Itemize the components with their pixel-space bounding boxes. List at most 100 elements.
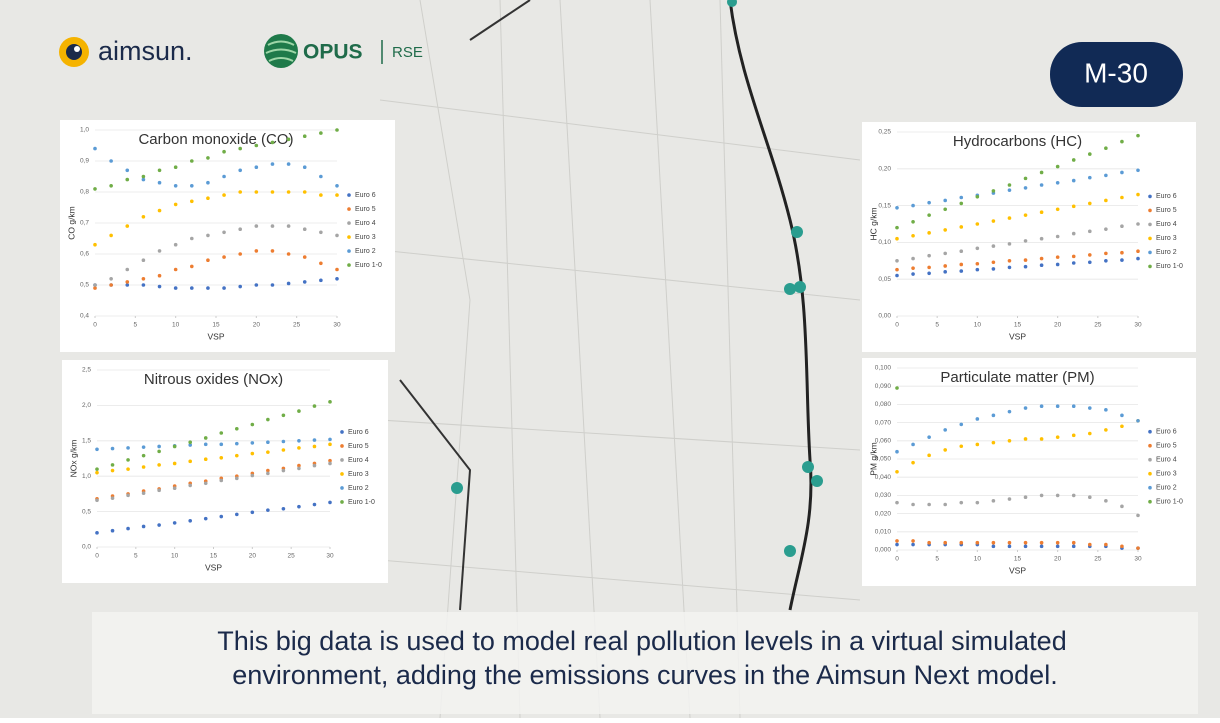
data-point — [312, 438, 317, 442]
data-point — [125, 280, 130, 284]
data-point — [238, 190, 242, 194]
data-point — [943, 270, 947, 274]
data-point — [219, 455, 224, 460]
data-point — [1039, 236, 1044, 241]
data-point — [95, 470, 99, 475]
data-point — [157, 284, 162, 289]
y-tick-label: 0,080 — [875, 401, 892, 408]
chart-panel: 0,4 0,5 0,6 0,7 0,8 0,9 1,0 0 5 10 15 20 25 30 Carbon … — [60, 120, 395, 352]
data-point — [235, 426, 239, 431]
data-point — [911, 219, 915, 224]
data-point — [254, 190, 259, 194]
opus-logo: OPUS RSE — [264, 34, 423, 68]
data-point — [959, 201, 964, 206]
data-point — [254, 283, 259, 287]
data-point — [1007, 183, 1012, 187]
data-point — [1136, 168, 1140, 173]
data-point — [157, 249, 162, 253]
data-point — [975, 500, 980, 505]
data-point — [959, 225, 964, 229]
panel-background — [862, 358, 1196, 586]
data-point — [203, 436, 208, 440]
data-point — [110, 446, 115, 451]
x-tick-label: 30 — [1134, 322, 1142, 329]
data-point — [1104, 428, 1108, 432]
data-point — [1071, 178, 1076, 183]
data-point — [991, 499, 996, 503]
x-tick-label: 5 — [935, 322, 939, 329]
data-point — [1039, 263, 1044, 268]
data-point — [1104, 259, 1108, 263]
data-point — [1039, 540, 1044, 545]
data-point — [157, 449, 161, 454]
legend-swatch — [340, 486, 344, 490]
data-point — [1104, 251, 1108, 256]
data-point — [109, 277, 113, 281]
data-point — [219, 442, 224, 447]
data-point — [1023, 264, 1028, 269]
data-point — [203, 481, 208, 486]
y-tick-label: 0,25 — [878, 129, 891, 136]
data-point — [125, 177, 130, 182]
y-tick-label: 0,05 — [878, 276, 891, 283]
y-axis-label: PM g/km — [868, 442, 878, 476]
data-point — [335, 184, 339, 188]
data-point — [943, 251, 947, 256]
data-point — [126, 526, 130, 531]
data-point — [927, 253, 931, 258]
data-point — [203, 457, 208, 462]
data-point — [1023, 544, 1028, 549]
data-point — [1055, 207, 1060, 212]
data-point — [95, 498, 99, 503]
x-tick-label: 0 — [895, 556, 899, 563]
data-point — [911, 272, 915, 276]
chart-panel: 0,00 0,05 0,10 0,15 0,20 0,25 0 5 10 15 20 25 30 Hydr… — [862, 122, 1196, 352]
legend-swatch — [1148, 457, 1152, 462]
data-point — [173, 165, 178, 169]
data-point — [911, 256, 915, 261]
data-point — [219, 514, 224, 519]
y-tick-label: 0,070 — [875, 419, 892, 426]
data-point — [141, 524, 146, 529]
data-point — [1055, 435, 1060, 439]
data-point — [125, 168, 130, 173]
legend-swatch — [340, 458, 344, 462]
data-point — [975, 222, 980, 226]
data-point — [238, 146, 242, 151]
x-tick-label: 30 — [333, 322, 341, 329]
data-point — [328, 437, 332, 442]
data-point — [1088, 201, 1092, 206]
data-point — [959, 262, 964, 267]
legend-swatch — [1148, 485, 1152, 490]
data-point — [203, 442, 208, 447]
legend-label: Euro 5 — [1156, 207, 1177, 214]
data-point — [238, 227, 242, 231]
data-point — [235, 476, 239, 481]
data-point — [222, 286, 226, 290]
data-point — [281, 506, 286, 511]
data-point — [991, 244, 996, 248]
y-tick-label: 0,8 — [80, 189, 89, 196]
data-point — [975, 540, 980, 545]
data-point — [1104, 146, 1108, 150]
data-point — [1088, 542, 1092, 547]
panel-background — [62, 360, 388, 583]
data-point — [927, 213, 931, 217]
data-point — [1104, 499, 1108, 503]
data-point — [1007, 544, 1012, 549]
data-point — [927, 200, 931, 205]
data-point — [991, 189, 996, 193]
data-point — [1104, 227, 1108, 231]
data-point — [126, 493, 130, 498]
y-axis-label: NOx g/km — [68, 440, 78, 478]
legend-swatch — [1148, 208, 1152, 213]
opus-wordmark: OPUS — [303, 41, 363, 64]
y-tick-label: 0,10 — [878, 239, 891, 246]
legend-label: Euro 1-0 — [355, 262, 382, 269]
data-point — [206, 196, 210, 200]
data-point — [1120, 544, 1124, 549]
x-tick-label: 0 — [93, 322, 97, 329]
data-point — [302, 165, 307, 169]
legend-swatch — [340, 444, 344, 448]
data-point — [1120, 504, 1124, 509]
